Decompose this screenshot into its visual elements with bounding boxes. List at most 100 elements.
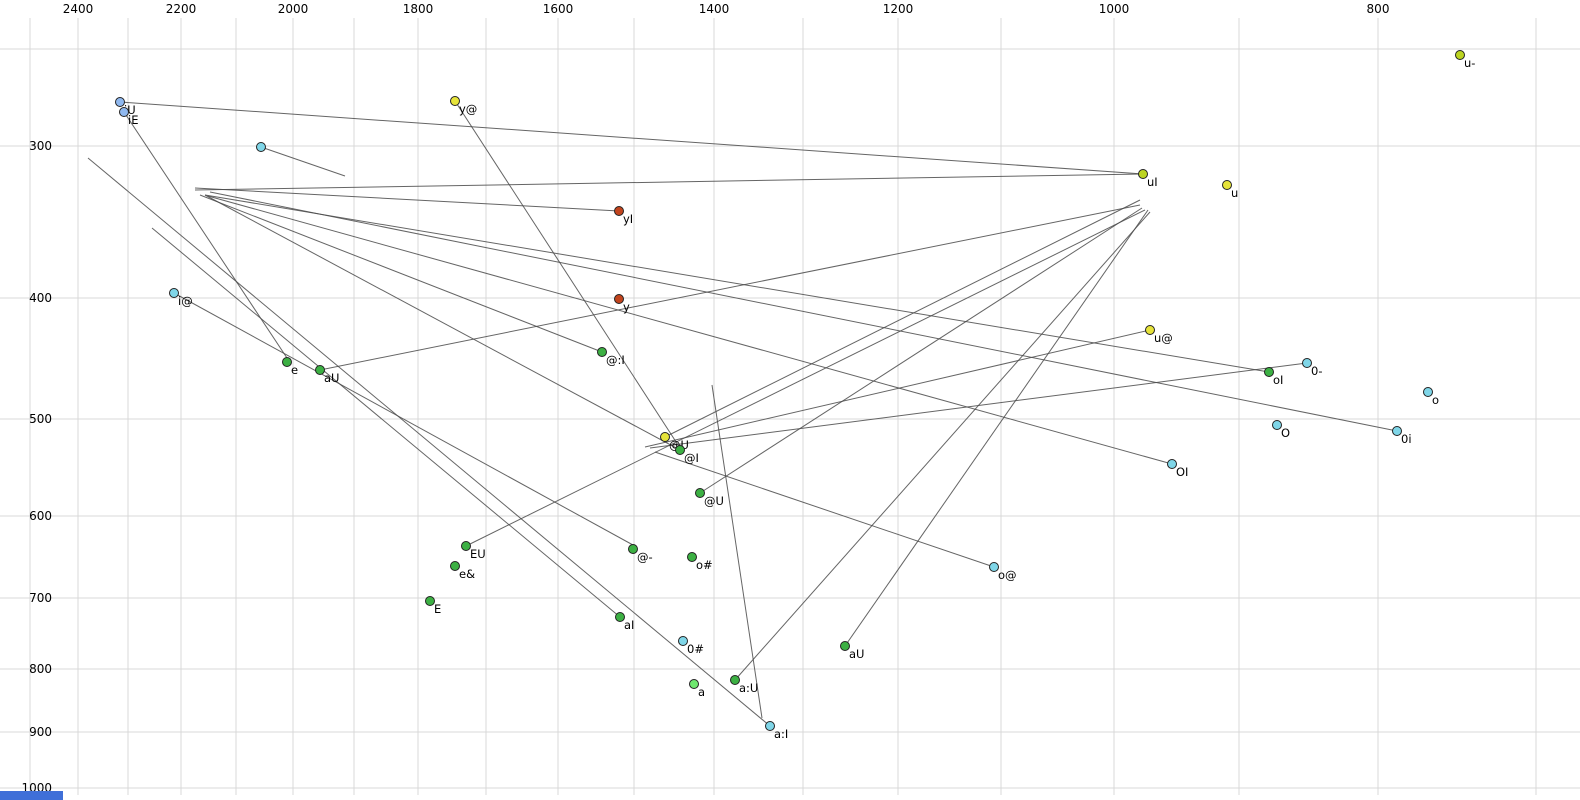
vowel-point: [628, 544, 638, 554]
diphthong-trajectory-line: [207, 195, 1173, 465]
diphthong-trajectory-line: [194, 173, 1144, 191]
vowel-point-label: o@: [998, 568, 1017, 582]
vowel-point-label: E: [434, 602, 441, 616]
vowel-point: [1302, 358, 1312, 368]
y-axis-tick-label: 300: [29, 139, 52, 153]
x-axis-tick-label: 1400: [699, 2, 730, 16]
vowel-point: [695, 488, 705, 498]
vowel-point: [687, 552, 697, 562]
x-axis-tick-label: 1000: [1099, 2, 1130, 16]
vowel-point: [615, 612, 625, 622]
vowel-point: [169, 288, 179, 298]
vowel-point: [1392, 426, 1402, 436]
vowel-point: [282, 357, 292, 367]
diphthong-trajectory-line: [844, 209, 1149, 647]
diphthong-trajectory-line: [87, 157, 771, 727]
vowel-point-label: a:I: [774, 727, 788, 741]
vowel-point-label: aU: [849, 647, 864, 661]
vowel-point: [425, 596, 435, 606]
vowel-point-label: i@: [178, 294, 193, 308]
vowel-point: [1272, 420, 1282, 430]
y-axis-tick-label: 400: [29, 291, 52, 305]
y-axis-tick-label: 900: [29, 725, 52, 739]
vowel-point-label: y: [623, 300, 630, 314]
vowel-point: [115, 97, 125, 107]
diphthong-trajectory-line: [199, 194, 603, 353]
vowel-point-label: OI: [1176, 465, 1188, 479]
vowel-point-label: e&: [459, 567, 475, 581]
diphthong-trajectory-line: [319, 204, 1141, 371]
vowel-point-label: iU: [124, 103, 136, 117]
y-axis-tick-label: 800: [29, 662, 52, 676]
vowel-point: [614, 294, 624, 304]
vowel-point-label: yI: [623, 212, 633, 226]
vowel-point: [660, 432, 670, 442]
diphthong-trajectory-line: [151, 227, 621, 618]
vowel-point-label: y@: [459, 102, 477, 116]
vowel-point: [840, 641, 850, 651]
vowel-point: [597, 347, 607, 357]
diphthong-trajectory-line: [454, 100, 681, 449]
vowel-point: [1423, 387, 1433, 397]
vowel-point: [450, 561, 460, 571]
x-axis-tick-label: 1200: [883, 2, 914, 16]
vowel-point-label: 0-: [1311, 364, 1322, 378]
vowel-point-label: @-: [637, 550, 653, 564]
diphthong-trajectory-line: [194, 187, 620, 212]
vowel-point: [1222, 180, 1232, 190]
diphthong-trajectory-line: [204, 194, 1270, 373]
x-axis-tick-label: 2000: [278, 2, 309, 16]
x-axis-tick-label: 800: [1367, 2, 1390, 16]
diphthong-trajectory-line: [204, 194, 681, 451]
diphthong-trajectory-line: [119, 101, 1144, 175]
y-axis-tick-label: 600: [29, 509, 52, 523]
diphthong-trajectory-line: [644, 329, 1151, 448]
vowel-point-label: 0i: [1401, 432, 1412, 446]
vowel-point-label: aI: [624, 618, 634, 632]
diphthong-trajectory-line: [465, 209, 1146, 547]
diphthong-trajectory-line: [260, 146, 346, 177]
vowel-point-label: u-: [1464, 56, 1475, 70]
vowel-point-label: @U: [704, 494, 724, 508]
diphthong-trajectory-line: [734, 211, 1151, 681]
vowel-point: [450, 96, 460, 106]
vowel-point: [119, 107, 129, 117]
vowel-point-label: a:U: [739, 681, 758, 695]
vowel-point-label: @:I: [606, 353, 625, 367]
vowel-point: [256, 142, 266, 152]
diphthong-trajectory-line: [664, 199, 1141, 438]
vowel-point: [1455, 50, 1465, 60]
x-axis-tick-label: 1600: [543, 2, 574, 16]
vowel-point: [1145, 325, 1155, 335]
vowel-point-label: oI: [1273, 373, 1283, 387]
vowel-point-label: EU: [470, 547, 486, 561]
vowel-point-label: e: [291, 363, 298, 377]
vowel-point-label: o: [1432, 393, 1439, 407]
vowel-point-label: @I: [684, 451, 699, 465]
bottom-left-blue-strip: [0, 791, 63, 800]
vowel-point-label: O: [1281, 426, 1290, 440]
vowel-point: [678, 636, 688, 646]
y-axis-tick-label: 700: [29, 591, 52, 605]
diphthong-trajectory-line: [699, 207, 1143, 494]
vowel-point: [614, 206, 624, 216]
vowel-point-label: aU: [324, 371, 339, 385]
diphthong-trajectory-line: [173, 292, 634, 546]
vowel-point-label: 0#: [687, 642, 704, 656]
x-axis-tick-label: 2200: [166, 2, 197, 16]
vowel-point: [1138, 169, 1148, 179]
vowel-point: [689, 679, 699, 689]
vowel-point-label: u@: [1154, 331, 1173, 345]
diphthong-trajectory-line: [711, 384, 763, 719]
vowel-point-label: iE: [128, 113, 138, 127]
vowel-point-label: uI: [1147, 175, 1158, 189]
vowel-point-label: u: [1231, 186, 1238, 200]
vowel-point-label: o#: [696, 558, 713, 572]
vowel-point: [1264, 367, 1274, 377]
vowel-point: [675, 445, 685, 455]
vowel-point: [730, 675, 740, 685]
vowel-point: [989, 562, 999, 572]
